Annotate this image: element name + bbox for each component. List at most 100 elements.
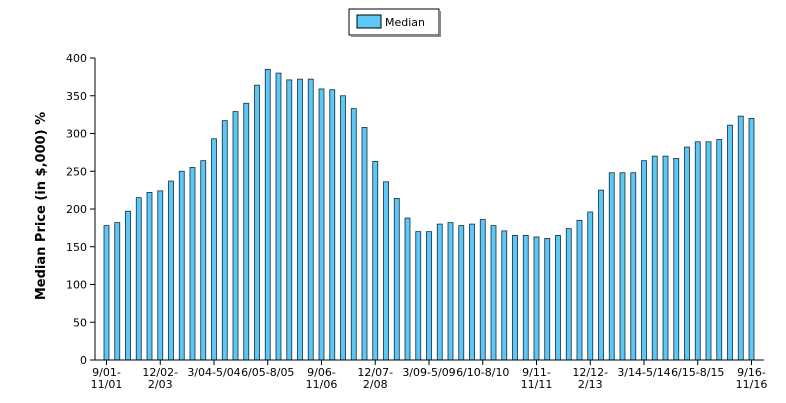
bar [221, 120, 228, 361]
bar [232, 111, 239, 361]
bar [490, 225, 497, 361]
bar [286, 79, 293, 361]
bar [157, 190, 164, 361]
x-tick-label: 12/12- [572, 366, 608, 379]
x-tick-label: 9/16- [737, 366, 766, 379]
bar [727, 124, 733, 361]
bar [340, 95, 346, 361]
y-tick-label: 0 [80, 354, 87, 367]
bar [211, 138, 217, 361]
bar [565, 228, 572, 361]
x-tick-label-line2: 11/16 [736, 378, 768, 391]
bars [103, 68, 755, 361]
bar [694, 141, 701, 361]
bar [469, 223, 475, 361]
bar [576, 219, 583, 361]
legend: Median [348, 8, 441, 37]
bar [297, 78, 303, 361]
bar [318, 88, 325, 361]
y-tick-label: 50 [73, 316, 87, 329]
y-tick-label: 200 [66, 203, 87, 216]
bar [393, 198, 400, 361]
bar [350, 108, 357, 361]
bar [361, 127, 368, 361]
bar [662, 155, 669, 361]
y-tick-label: 100 [66, 279, 87, 292]
bar [114, 222, 121, 361]
bar [146, 191, 153, 361]
y-axis-label: Median Price (in $,000) % [34, 112, 49, 300]
legend-shadow-bottom [351, 35, 441, 37]
bar [178, 170, 185, 361]
x-tick-label: 3/14-5/14 [617, 366, 670, 379]
bar [705, 141, 712, 361]
bar [254, 84, 260, 361]
y-axis: 0 50 100 150 200 250 300 350 400 [66, 52, 96, 367]
bar [200, 160, 207, 361]
x-axis: 9/01-11/01 12/02-2/03 3/04-5/04 6/05-8/05 9/… [91, 359, 768, 391]
bar [630, 172, 637, 361]
y-tick-label: 150 [66, 241, 87, 254]
y-tick-label: 350 [66, 90, 87, 103]
x-tick-label: 12/07- [357, 366, 393, 379]
x-tick-label: 6/10-8/10 [456, 366, 509, 379]
bar [684, 146, 690, 361]
bar [737, 115, 744, 361]
bar [716, 139, 723, 361]
bar [168, 180, 174, 361]
bar [383, 181, 389, 361]
bar [544, 238, 551, 361]
bar [533, 236, 540, 361]
bar [458, 225, 465, 361]
bar [555, 235, 561, 361]
x-tick-label: 9/11- [522, 366, 551, 379]
bar [426, 231, 432, 361]
x-tick-label: 3/09-5/09 [402, 366, 455, 379]
x-tick-label-line2: 2/13 [578, 378, 603, 391]
x-tick-label: 9/01- [92, 366, 121, 379]
bar [598, 189, 604, 361]
bar [512, 235, 518, 361]
x-tick-label: 12/02- [142, 366, 178, 379]
bar [243, 102, 250, 361]
bar [125, 210, 131, 361]
bar [189, 167, 196, 361]
y-tick-label: 400 [66, 52, 87, 65]
bar [608, 172, 615, 361]
bar [447, 222, 454, 361]
bar [651, 155, 658, 361]
bar [436, 223, 443, 361]
bar [641, 160, 647, 361]
bar [673, 158, 680, 361]
bar [307, 78, 314, 361]
bar [372, 161, 379, 361]
x-tick-label-line2: 11/01 [91, 378, 123, 391]
x-tick-label-line2: 2/03 [148, 378, 173, 391]
bar [522, 235, 529, 361]
bar [748, 118, 755, 361]
bar [587, 211, 594, 361]
x-tick-label-line2: 2/08 [363, 378, 388, 391]
bar [275, 72, 282, 361]
legend-swatch [356, 14, 382, 29]
x-tick-label: 6/05-8/05 [241, 366, 294, 379]
bar [479, 219, 486, 361]
x-tick-label: 3/04-5/04 [187, 366, 240, 379]
bar [619, 172, 626, 361]
x-tick-label-line2: 11/11 [521, 378, 553, 391]
bar [404, 217, 411, 361]
bar [264, 68, 271, 361]
y-tick-label: 300 [66, 128, 87, 141]
bar [135, 197, 142, 361]
y-tick-label: 250 [66, 165, 87, 178]
legend-label: Median [385, 16, 425, 29]
bar [103, 225, 110, 361]
legend-shadow-right [439, 11, 441, 37]
bar [501, 230, 508, 361]
x-tick-label: 9/06- [307, 366, 336, 379]
x-tick-label-line2: 11/06 [306, 378, 338, 391]
x-tick-label: 6/15-8/15 [671, 366, 724, 379]
bar [415, 231, 422, 361]
bar [329, 89, 336, 361]
